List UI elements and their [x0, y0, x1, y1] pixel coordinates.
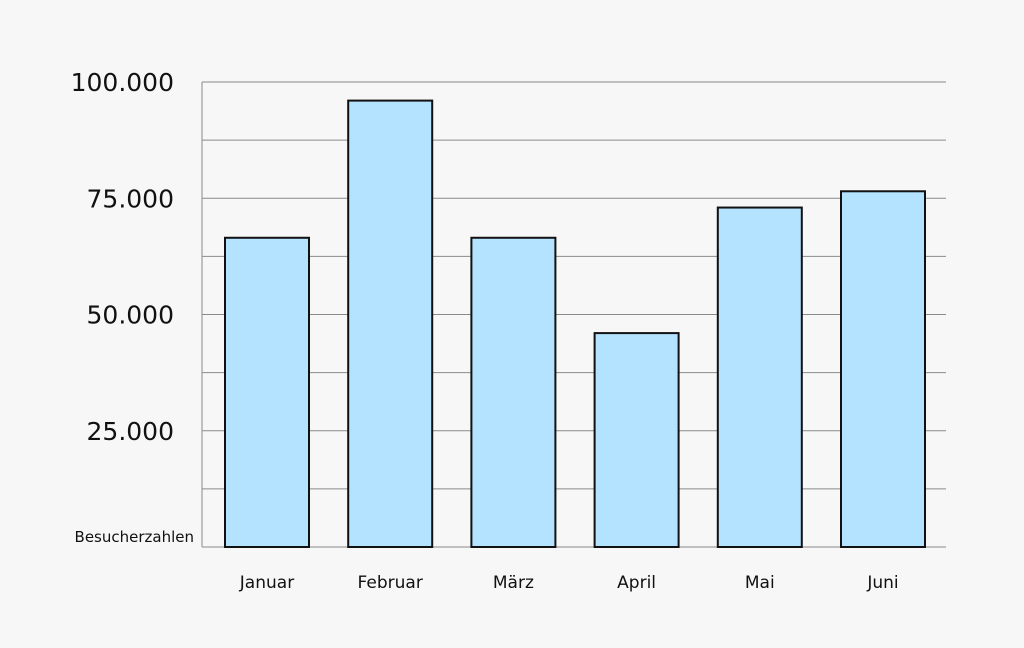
bar-april: [593, 332, 680, 548]
y-tick-labels: 25.000 50.000 75.000 100.000: [71, 68, 174, 446]
y-axis-label: Besucherzahlen: [75, 528, 194, 546]
x-tick-label: März: [493, 573, 534, 593]
x-tick-label: Mai: [745, 573, 775, 593]
x-tick-label: April: [617, 573, 656, 593]
y-tick-label: 50.000: [87, 301, 174, 330]
y-tick-label: 25.000: [87, 417, 174, 446]
x-tick-label: Februar: [358, 573, 423, 593]
x-tick-label: Januar: [239, 573, 294, 593]
gridlines: [201, 81, 946, 548]
bar-mai: [716, 206, 803, 549]
bars: [224, 99, 926, 549]
bar-märz: [470, 236, 557, 548]
x-tick-label: Juni: [866, 573, 898, 593]
bar-januar: [224, 236, 310, 548]
bar-juni: [840, 190, 926, 548]
y-tick-label: 100.000: [71, 68, 174, 97]
y-tick-label: 75.000: [87, 184, 174, 213]
bar-februar: [347, 99, 434, 548]
x-tick-labels: Januar Februar März April Mai Juni: [239, 573, 899, 593]
